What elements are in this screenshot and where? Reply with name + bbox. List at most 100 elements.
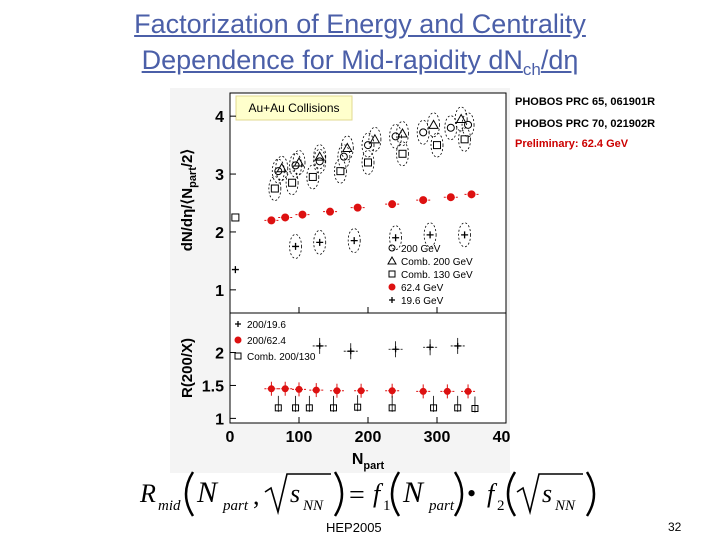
legend-marker xyxy=(387,255,397,265)
data-point xyxy=(467,190,476,199)
error-ellipse xyxy=(313,144,327,170)
formula-f2-sub: 2 xyxy=(497,498,505,514)
data-point xyxy=(446,193,455,202)
data-point xyxy=(276,162,288,173)
error-ellipse xyxy=(423,222,437,248)
error-ellipse xyxy=(427,112,440,138)
reference-1: PHOBOS PRC 65, 061901R xyxy=(515,96,656,108)
legend-label: Comb. 130 GeV xyxy=(401,270,473,281)
ratio-point xyxy=(347,348,354,355)
error-ellipse xyxy=(461,112,475,138)
data-point xyxy=(270,184,279,193)
legend-marker xyxy=(389,297,395,303)
ratio-point xyxy=(292,404,300,412)
data-point xyxy=(391,132,400,141)
error-ellipse xyxy=(289,234,302,259)
formula-s-2: s xyxy=(542,479,552,508)
title-prefix: Dependence for Mid-rapidity dN xyxy=(141,45,523,75)
data-point xyxy=(461,231,469,239)
legend-label: 62.4 GeV xyxy=(401,283,444,294)
page-number: 32 xyxy=(668,520,682,534)
xtick-label: 200 xyxy=(355,429,382,446)
data-point xyxy=(336,167,345,176)
error-ellipse xyxy=(396,121,409,146)
data-point xyxy=(464,120,473,129)
xtick-label: 100 xyxy=(286,429,313,446)
legend-marker xyxy=(388,270,396,278)
ratio-point xyxy=(267,385,275,393)
data-point xyxy=(350,237,358,245)
formula-paren-open-2 xyxy=(390,471,401,517)
bottom-ytick-label: 1.5 xyxy=(202,378,224,395)
top-ytick-label: 2 xyxy=(215,225,224,242)
data-point xyxy=(267,216,276,225)
formula-f2: f xyxy=(487,479,498,508)
error-ellipse xyxy=(285,170,299,196)
data-point xyxy=(316,238,324,246)
top-ytick-label: 3 xyxy=(215,167,224,184)
ratio-point xyxy=(281,385,289,393)
legend-marker xyxy=(388,283,396,291)
ratio-point xyxy=(392,346,399,353)
formula-equals: = xyxy=(349,480,365,511)
top-ylabel-main: dN/dη/⟨N xyxy=(179,188,196,251)
error-ellipse xyxy=(458,222,472,248)
data-point xyxy=(315,157,324,166)
error-ellipse xyxy=(389,225,403,251)
data-point xyxy=(426,231,434,239)
ratio-point xyxy=(357,387,365,395)
data-point xyxy=(291,161,300,170)
data-point xyxy=(419,196,428,205)
collision-badge-box xyxy=(235,95,353,121)
ratio-point xyxy=(295,385,303,393)
data-point xyxy=(364,158,372,167)
xtick-label: 300 xyxy=(424,429,451,446)
bottom-axis-ticks: 1 1.5 2 0 100 200 300 400 xyxy=(202,307,510,446)
top-legend: 200 GeV Comb. 200 GeV Comb. 130 GeV 62.4 Ge… xyxy=(387,244,473,307)
ratio-point xyxy=(388,387,396,395)
legend-label: 200/19.6 xyxy=(247,320,286,331)
data-point xyxy=(364,141,372,150)
slide-title-line2: Dependence for Mid-rapidity dNch/dη xyxy=(0,44,720,86)
data-point xyxy=(428,119,439,129)
data-point xyxy=(308,172,317,181)
ratio-point xyxy=(464,387,472,395)
ratio-point xyxy=(274,404,282,412)
ratio-point xyxy=(430,404,438,412)
top-ytick-label: 1 xyxy=(215,283,224,300)
top-ylabel-tail: /2⟩ xyxy=(179,149,196,167)
error-ellipse xyxy=(396,141,409,167)
formula-nn: NN xyxy=(302,498,324,514)
ratio-point xyxy=(471,405,479,413)
title-subscript: ch xyxy=(522,60,541,79)
error-ellipse xyxy=(347,228,361,254)
top-panel-frame xyxy=(229,92,507,314)
xtick-label: 400 xyxy=(493,429,510,446)
error-ellipse xyxy=(368,126,382,152)
error-ellipse xyxy=(313,148,327,174)
formula-paren-open-3 xyxy=(506,471,517,517)
bottom-y-axis-label: R(200/X) xyxy=(179,338,196,398)
formula: R mid N part , s NN = f 1 N part • f 2 s… xyxy=(139,471,596,517)
legend-marker xyxy=(388,244,396,252)
ratio-point xyxy=(305,404,313,412)
error-ellipse xyxy=(271,158,285,184)
error-ellipse xyxy=(444,115,458,141)
data-point xyxy=(274,167,283,176)
data-point xyxy=(446,123,455,132)
formula-nn-2: NN xyxy=(554,498,576,514)
formula-dot: • xyxy=(467,479,476,508)
xlabel-main: N xyxy=(352,451,364,468)
figure: Au+Au Collisions dN/dη/⟨Npart/2⟩ R(200/X… xyxy=(170,88,510,473)
formula-paren-close xyxy=(333,471,344,517)
xtick-label: 0 xyxy=(226,429,235,446)
error-ellipse xyxy=(275,155,289,181)
data-point xyxy=(293,156,305,167)
data-point xyxy=(339,152,348,161)
legend-marker xyxy=(234,336,242,344)
bottom-ytick-label: 2 xyxy=(215,346,224,363)
error-ellipse xyxy=(361,132,375,158)
formula-f1-sub: 1 xyxy=(383,498,391,514)
bottom-legend: 200/19.6 200/62.4 Comb. 200/130 xyxy=(234,320,316,363)
formula-sqrt-2 xyxy=(516,473,583,516)
